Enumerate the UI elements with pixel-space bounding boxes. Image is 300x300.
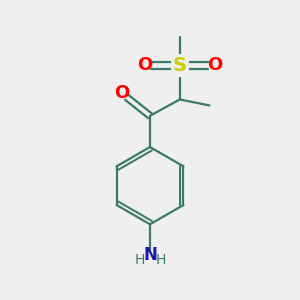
Text: H: H [134, 253, 145, 267]
Text: O: O [137, 56, 153, 74]
Text: O: O [114, 84, 129, 102]
Text: N: N [143, 246, 157, 264]
Text: S: S [173, 56, 187, 75]
Text: O: O [207, 56, 222, 74]
Text: H: H [155, 253, 166, 267]
